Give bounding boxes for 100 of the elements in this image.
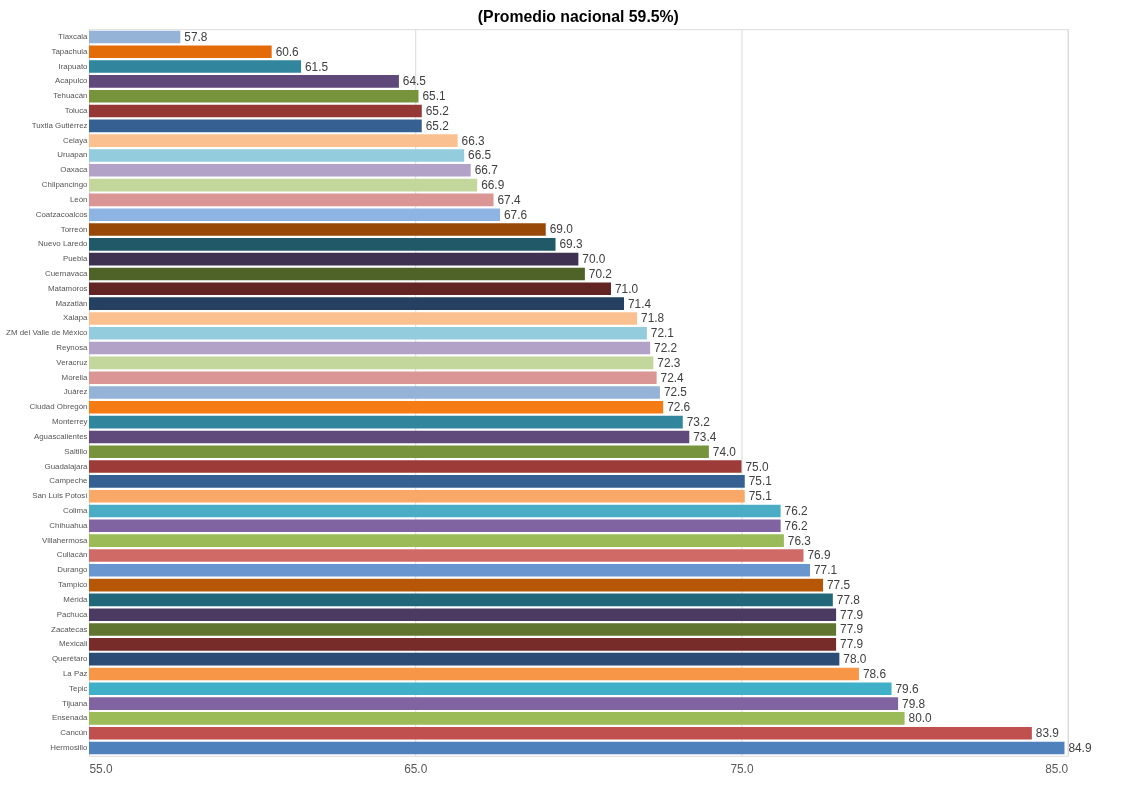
x-tick-label: 65.0 (404, 762, 428, 777)
y-tick-label: Tepic (69, 683, 88, 693)
y-tick-label: Tapachula (51, 46, 89, 56)
y-tick-label: Veracruz (56, 357, 88, 367)
data-label: 77.9 (840, 622, 864, 637)
data-label: 79.6 (895, 681, 919, 696)
data-label: 71.0 (614, 281, 639, 296)
y-tick-label: Oaxaca (60, 165, 89, 175)
y-tick-label: Colima (62, 505, 89, 515)
data-label: 83.9 (1035, 726, 1060, 741)
data-label: 75.1 (748, 474, 773, 489)
y-tick-label: Querétaro (51, 654, 89, 664)
data-label: 67.4 (497, 192, 521, 207)
y-tick-label: Villahermosa (42, 535, 89, 545)
y-tick-label: Culiacán (56, 550, 88, 560)
data-label: 57.8 (184, 29, 208, 44)
data-label: 61.5 (305, 59, 329, 74)
y-tick-label: Tijuana (61, 698, 89, 708)
y-tick-label: Monterrey (51, 417, 88, 427)
chart-title: (Promedio nacional 59.5%) (477, 8, 679, 26)
y-tick-label: Chihuahua (49, 520, 89, 530)
data-label: 78.0 (843, 652, 867, 667)
data-label: 73.4 (693, 429, 717, 444)
data-label: 75.1 (748, 489, 773, 504)
data-label: 66.3 (461, 133, 486, 148)
data-label: 70.2 (588, 266, 612, 281)
data-label: 73.2 (686, 415, 710, 430)
x-tick-label: 85.0 (1045, 762, 1069, 777)
y-tick-label: Mexicali (59, 639, 88, 649)
y-tick-label: La Paz (62, 668, 88, 678)
y-tick-label: Cancún (60, 728, 88, 738)
data-label: 67.6 (504, 207, 528, 222)
data-label: 65.2 (425, 118, 449, 133)
y-tick-label: Chilpancingo (41, 180, 89, 190)
y-tick-label: Durango (57, 565, 89, 575)
y-tick-label: Irapuato (58, 61, 89, 71)
y-tick-label: Tuxtla Gutiérrez (31, 120, 88, 130)
data-label: 60.6 (275, 44, 300, 59)
data-label: 65.1 (422, 89, 446, 104)
y-tick-label: Tampico (58, 580, 89, 590)
data-label: 77.8 (836, 592, 861, 607)
data-label: 72.2 (654, 341, 678, 356)
data-label: 66.7 (474, 163, 498, 178)
y-tick-label: Matamoros (48, 283, 88, 293)
data-label: 69.0 (549, 222, 574, 237)
data-label: 64.5 (402, 74, 427, 89)
data-label: 72.1 (650, 326, 675, 341)
data-label: 77.5 (827, 578, 851, 593)
y-tick-label: Campeche (49, 476, 89, 486)
y-tick-label: Guadalajara (44, 461, 89, 471)
data-label: 71.8 (641, 311, 665, 326)
data-label: 71.4 (627, 296, 652, 311)
data-label: 76.2 (784, 503, 808, 518)
data-label: 76.9 (807, 548, 831, 563)
y-tick-label: Mérida (63, 594, 89, 604)
y-tick-label: Celaya (62, 135, 89, 145)
y-tick-label: Coatzacoalcos (35, 209, 88, 219)
data-label: 77.1 (813, 563, 838, 578)
y-tick-label: León (69, 194, 88, 204)
data-label: 80.0 (908, 711, 933, 726)
y-tick-label: Cuernavaca (44, 268, 89, 278)
x-tick-label: 55.0 (89, 762, 113, 777)
data-label: 76.2 (784, 518, 808, 533)
y-tick-label: Ensenada (51, 713, 89, 723)
data-label: 66.9 (481, 178, 505, 193)
data-label: 77.9 (840, 607, 864, 622)
y-tick-label: Toluca (64, 105, 89, 115)
y-tick-label: ZM del Valle de México (6, 328, 89, 338)
data-label: 72.3 (657, 355, 681, 370)
y-tick-label: Xalapa (62, 313, 89, 323)
y-tick-label: Uruapan (57, 150, 88, 160)
data-label: 75.0 (745, 459, 769, 474)
y-tick-label: Aguascalientes (33, 431, 88, 441)
y-tick-label: Juárez (63, 387, 88, 397)
data-label: 79.8 (902, 696, 926, 711)
x-tick-label: 75.0 (730, 762, 754, 777)
y-tick-label: Reynosa (56, 343, 89, 353)
y-tick-label: Saltillo (64, 446, 89, 456)
y-tick-label: Puebla (62, 254, 89, 264)
y-tick-label: Tlaxcala (58, 31, 89, 41)
y-tick-label: Pachuca (56, 609, 89, 619)
data-label: 76.3 (787, 533, 812, 548)
y-tick-label: Tehuacán (53, 91, 88, 101)
data-label: 72.5 (663, 385, 688, 400)
data-label: 84.9 (1068, 741, 1092, 755)
data-label: 74.0 (712, 444, 737, 459)
y-tick-label: Zacatecas (51, 624, 88, 634)
y-tick-label: Nuevo Laredo (37, 239, 89, 249)
y-tick-label: Ciudad Obregón (29, 402, 88, 412)
data-label: 72.6 (667, 400, 691, 415)
data-label: 66.5 (468, 148, 492, 163)
y-tick-label: Mazatlán (55, 298, 88, 308)
data-label: 65.2 (425, 103, 449, 118)
data-label: 72.4 (660, 370, 685, 385)
data-label: 77.9 (840, 637, 864, 652)
data-label: 78.6 (862, 666, 887, 681)
y-tick-label: Hermosillo (50, 743, 89, 753)
data-label: 69.3 (559, 237, 583, 252)
y-tick-label: Torreón (60, 224, 88, 234)
y-tick-label: San Luis Potosí (32, 491, 89, 501)
